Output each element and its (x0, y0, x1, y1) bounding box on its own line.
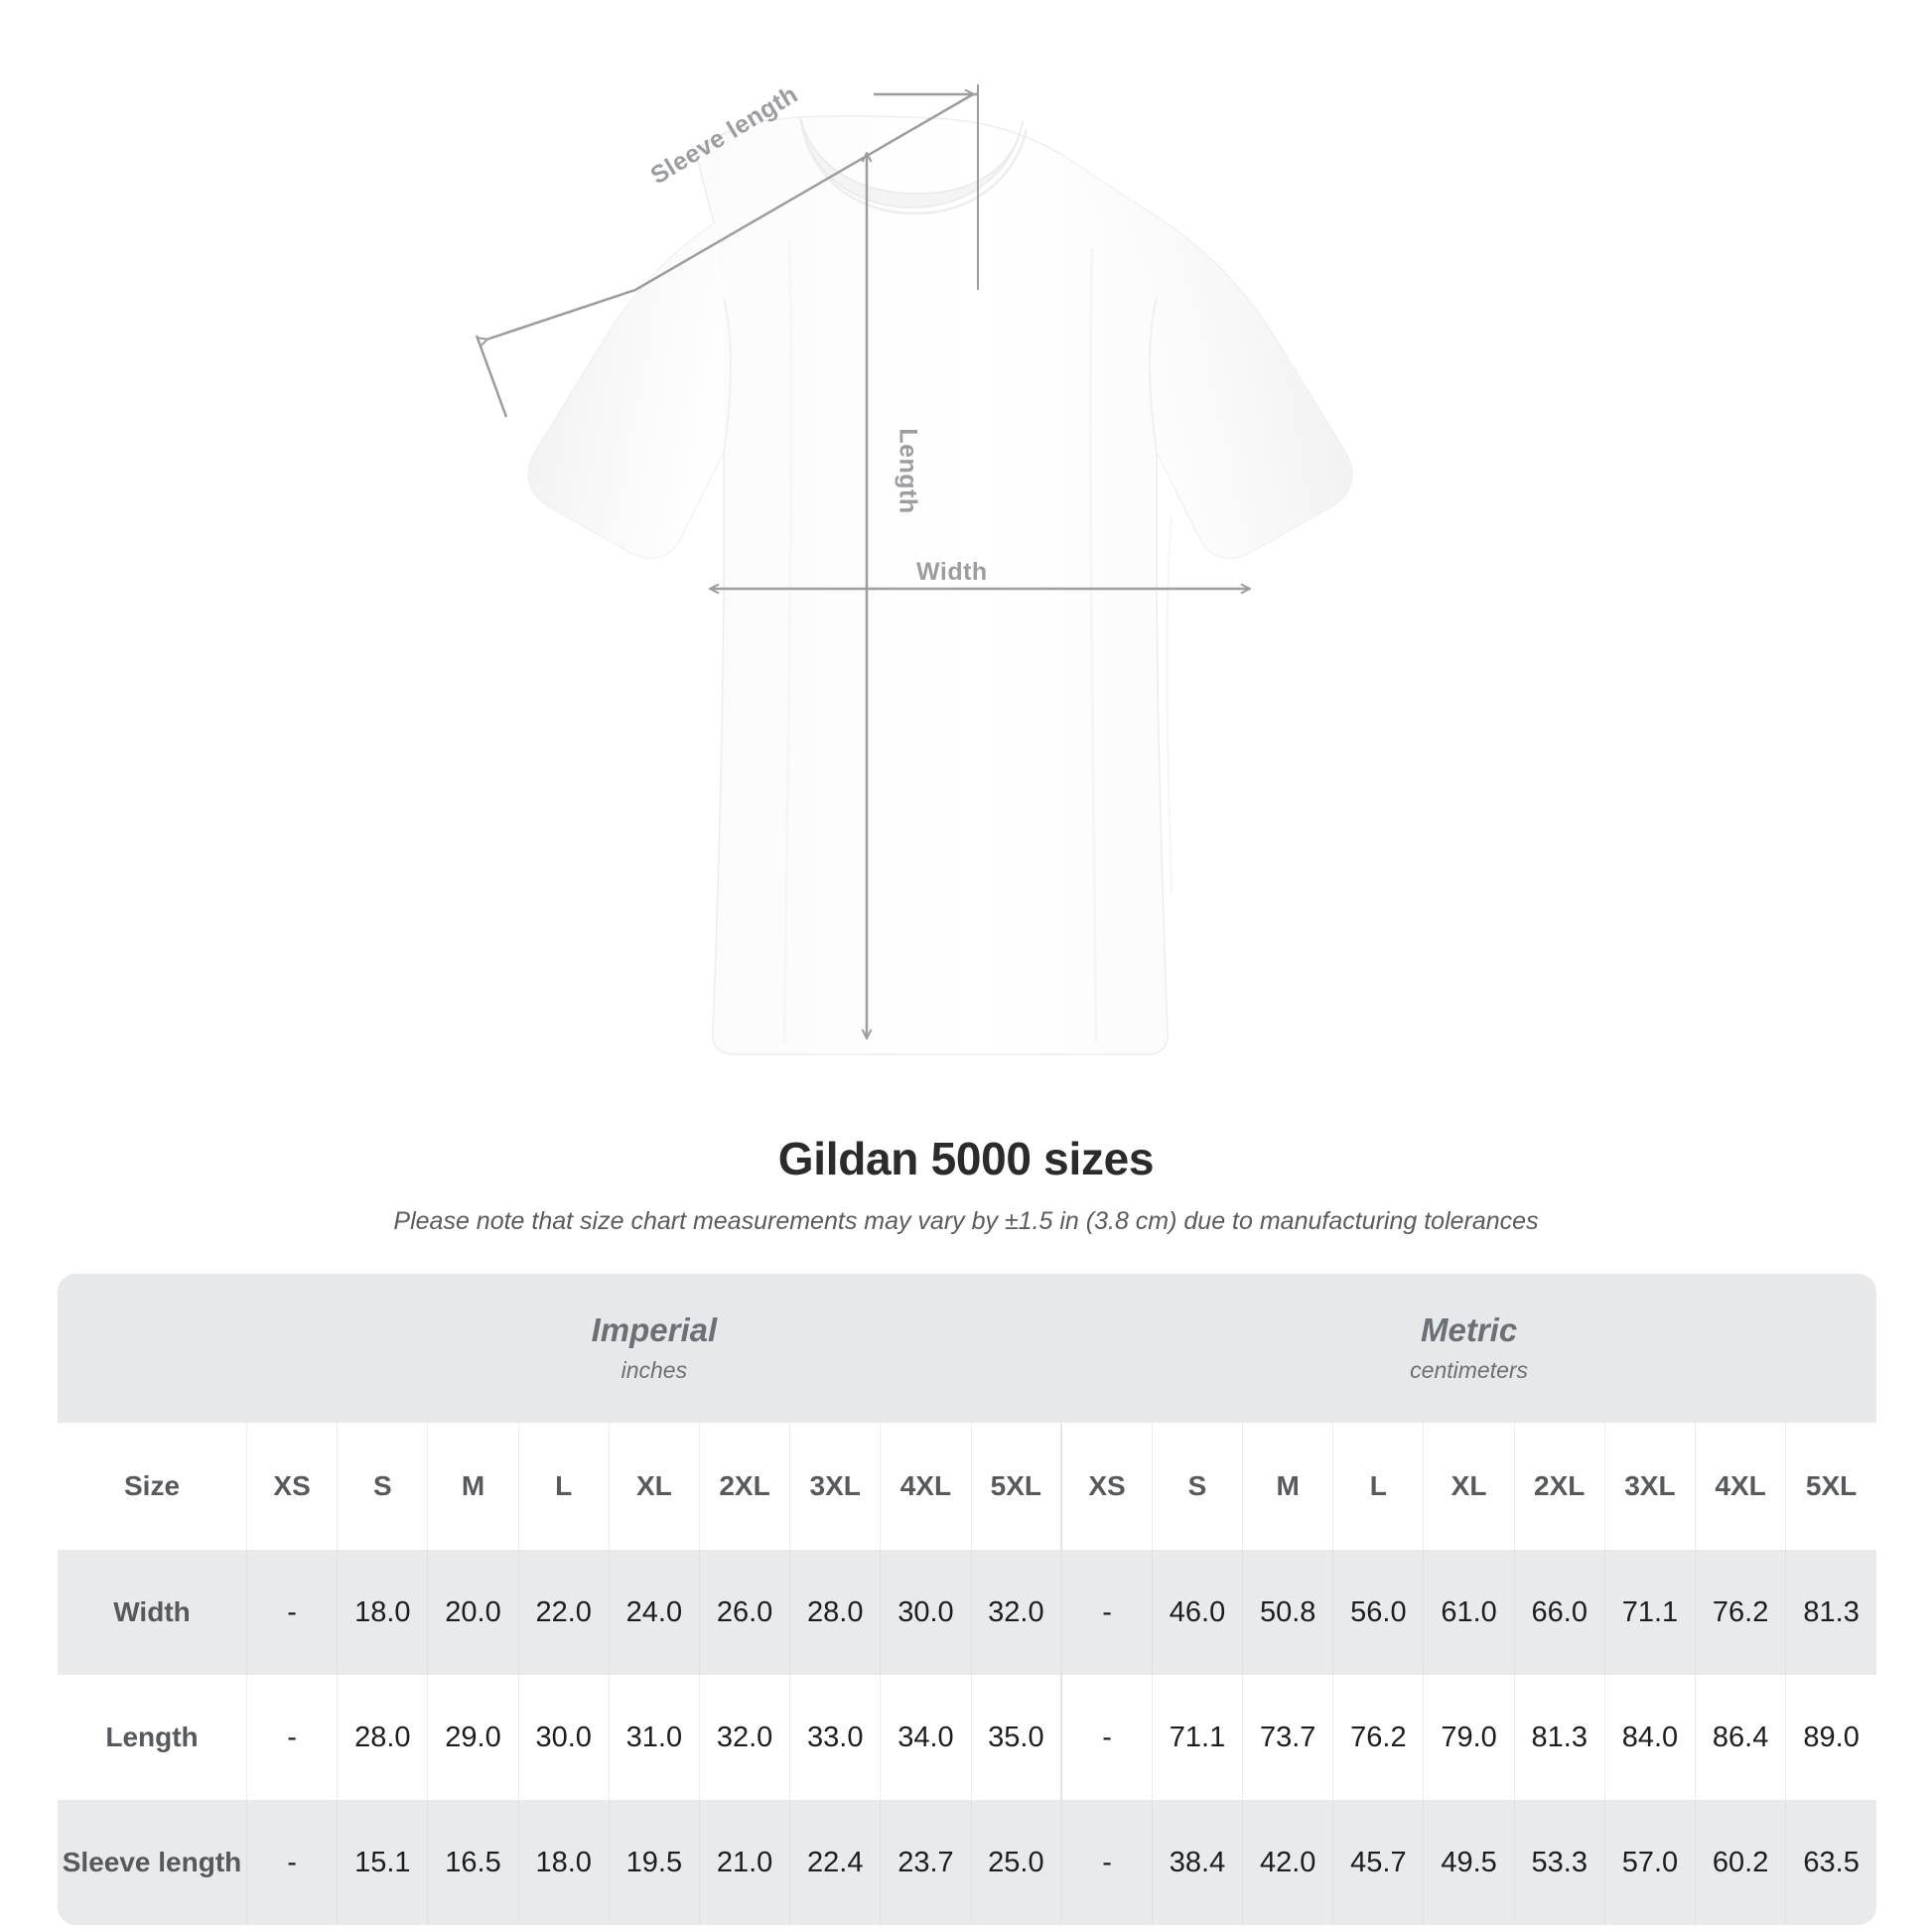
cell-metric-s: 46.0 (1151, 1550, 1243, 1675)
length-dimension-label: Length (894, 428, 922, 514)
cell-imperial-xs: - (246, 1800, 338, 1925)
cell-imperial-5xl: 32.0 (970, 1550, 1062, 1675)
size-header-imperial-4xl: 4XL (880, 1423, 972, 1550)
unit-group-metric: Metric centimeters (1061, 1274, 1876, 1423)
tolerance-note: Please note that size chart measurements… (393, 1207, 1539, 1235)
cell-metric-5xl: 89.0 (1785, 1675, 1876, 1800)
cell-metric-5xl: 63.5 (1785, 1800, 1876, 1925)
table-row: Length -28.0 29.0 30.0 31.0 32.0 33.0 34.0 35.0-… (58, 1675, 1876, 1800)
cell-metric-m: 73.7 (1242, 1675, 1333, 1800)
cell-metric-xs: - (1060, 1800, 1153, 1925)
unit-group-subtitle: inches (621, 1356, 688, 1383)
cell-imperial-3xl: 33.0 (789, 1675, 881, 1800)
cell-imperial-l: 18.0 (517, 1800, 610, 1925)
cell-imperial-xl: 19.5 (608, 1800, 700, 1925)
size-header-metric-m: M (1242, 1423, 1333, 1550)
size-header-imperial-s: S (337, 1423, 428, 1550)
size-chart-table: Imperial inches Metric centimeters Size XS S M L… (58, 1274, 1876, 1925)
cell-metric-3xl: 84.0 (1603, 1675, 1696, 1800)
cell-metric-xs: - (1060, 1675, 1153, 1800)
size-header-metric-xs: XS (1060, 1423, 1153, 1550)
cell-metric-l: 76.2 (1332, 1675, 1424, 1800)
cell-metric-xs: - (1060, 1550, 1153, 1675)
cell-imperial-xl: 31.0 (608, 1675, 700, 1800)
size-header-metric-s: S (1151, 1423, 1243, 1550)
unit-group-name: Metric (1421, 1311, 1518, 1349)
cell-imperial-l: 30.0 (517, 1675, 610, 1800)
cell-imperial-m: 20.0 (427, 1550, 519, 1675)
size-header-imperial-xl: XL (608, 1423, 700, 1550)
unit-group-imperial: Imperial inches (246, 1274, 1062, 1423)
cell-imperial-xl: 24.0 (608, 1550, 700, 1675)
cell-imperial-xs: - (246, 1675, 338, 1800)
cell-metric-2xl: 53.3 (1513, 1800, 1605, 1925)
cell-imperial-s: 18.0 (337, 1550, 428, 1675)
tshirt-measurement-diagram: Sleeve length Length Width (475, 80, 1353, 1055)
size-header-metric-3xl: 3XL (1603, 1423, 1696, 1550)
cell-metric-xl: 61.0 (1423, 1550, 1515, 1675)
cell-metric-s: 38.4 (1151, 1800, 1243, 1925)
size-header-imperial-l: L (517, 1423, 610, 1550)
cell-metric-4xl: 86.4 (1695, 1675, 1786, 1800)
cell-imperial-2xl: 26.0 (698, 1550, 790, 1675)
cell-imperial-m: 29.0 (427, 1675, 519, 1800)
size-header-imperial-5xl: 5XL (970, 1423, 1062, 1550)
cell-imperial-2xl: 32.0 (698, 1675, 790, 1800)
row-label-sleeve-length: Sleeve length (58, 1800, 247, 1925)
unit-group-name: Imperial (591, 1311, 718, 1349)
cell-imperial-4xl: 23.7 (880, 1800, 972, 1925)
cell-metric-s: 71.1 (1151, 1675, 1243, 1800)
cell-imperial-3xl: 28.0 (789, 1550, 881, 1675)
size-header-metric-4xl: 4XL (1695, 1423, 1786, 1550)
row-label-width: Width (58, 1550, 247, 1675)
cell-metric-3xl: 71.1 (1603, 1550, 1696, 1675)
width-dimension-label: Width (916, 558, 988, 586)
cell-metric-2xl: 66.0 (1513, 1550, 1605, 1675)
cell-imperial-3xl: 22.4 (789, 1800, 881, 1925)
size-header-imperial-3xl: 3XL (789, 1423, 881, 1550)
size-header-imperial-2xl: 2XL (698, 1423, 790, 1550)
size-header-metric-5xl: 5XL (1785, 1423, 1876, 1550)
unit-banner-spacer (58, 1274, 247, 1423)
cell-imperial-2xl: 21.0 (698, 1800, 790, 1925)
page-title: Gildan 5000 sizes (777, 1133, 1155, 1184)
unit-group-subtitle: centimeters (1410, 1356, 1529, 1383)
cell-imperial-4xl: 34.0 (880, 1675, 972, 1800)
cell-metric-m: 42.0 (1242, 1800, 1333, 1925)
size-header-row: Size XS S M L XL 2XL 3XL 4XL 5XL XS S M L XL 2XL 3XL 4XL 5… (58, 1423, 1876, 1550)
size-header-metric-2xl: 2XL (1513, 1423, 1605, 1550)
cell-metric-2xl: 81.3 (1513, 1675, 1605, 1800)
cell-imperial-m: 16.5 (427, 1800, 519, 1925)
cell-imperial-5xl: 35.0 (970, 1675, 1062, 1800)
table-row: Width -18.0 20.0 22.0 24.0 26.0 28.0 30.0 32.0-4… (58, 1550, 1876, 1675)
size-header-imperial-xs: XS (246, 1423, 338, 1550)
cell-metric-4xl: 76.2 (1695, 1550, 1786, 1675)
unit-banner-row: Imperial inches Metric centimeters (58, 1274, 1876, 1423)
cell-metric-l: 56.0 (1332, 1550, 1424, 1675)
cell-imperial-5xl: 25.0 (970, 1800, 1062, 1925)
size-header-imperial-m: M (427, 1423, 519, 1550)
cell-metric-l: 45.7 (1332, 1800, 1424, 1925)
size-chart-table-wrapper: Imperial inches Metric centimeters Size XS S M L… (58, 1274, 1876, 1925)
cell-metric-3xl: 57.0 (1603, 1800, 1696, 1925)
tshirt-illustration (475, 84, 1353, 1055)
size-column-header: Size (58, 1423, 247, 1550)
cell-metric-4xl: 60.2 (1695, 1800, 1786, 1925)
cell-imperial-l: 22.0 (517, 1550, 610, 1675)
size-header-metric-xl: XL (1423, 1423, 1515, 1550)
cell-metric-m: 50.8 (1242, 1550, 1333, 1675)
cell-metric-xl: 49.5 (1423, 1800, 1515, 1925)
chart-heading-block: Gildan 5000 sizes Please note that size … (0, 1132, 1932, 1236)
cell-metric-5xl: 81.3 (1785, 1550, 1876, 1675)
cell-imperial-s: 15.1 (337, 1800, 428, 1925)
size-header-metric-l: L (1332, 1423, 1424, 1550)
table-row: Sleeve length -15.1 16.5 18.0 19.5 21.0 22.4 23… (58, 1800, 1876, 1925)
cell-imperial-4xl: 30.0 (880, 1550, 972, 1675)
row-label-length: Length (58, 1675, 247, 1800)
cell-metric-xl: 79.0 (1423, 1675, 1515, 1800)
cell-imperial-s: 28.0 (337, 1675, 428, 1800)
cell-imperial-xs: - (246, 1550, 338, 1675)
